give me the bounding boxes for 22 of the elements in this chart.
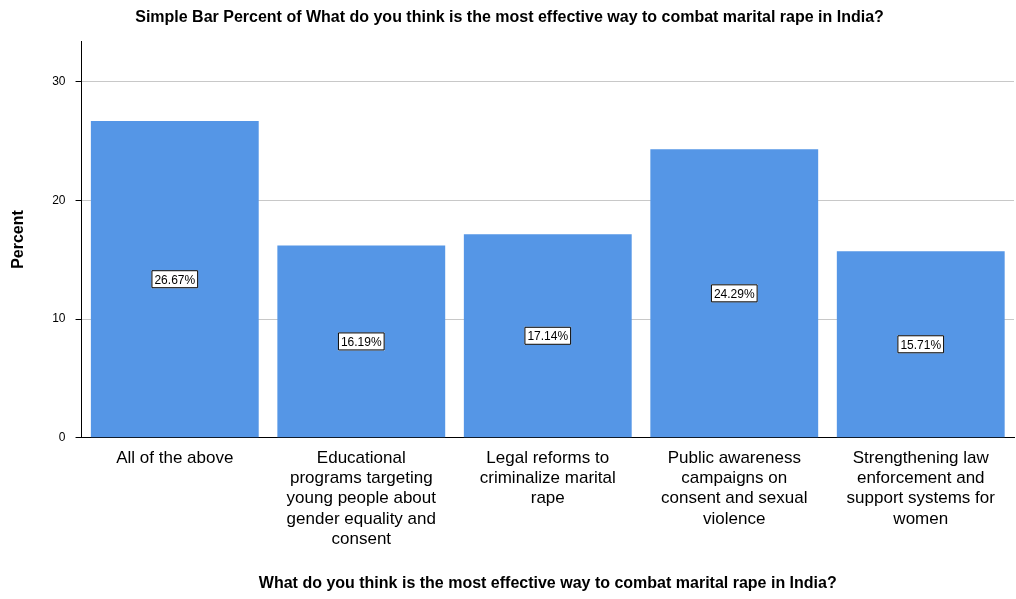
- x-tick-label: Public awareness campaigns on consent and sexual violence: [661, 447, 808, 528]
- x-tick-label: All of the above: [116, 447, 234, 467]
- bar: [277, 245, 446, 438]
- y-tick-label: 30: [52, 73, 66, 88]
- bar: [90, 121, 259, 438]
- x-axis-title: What do you think is the most effective way to combat marital rape in India?: [258, 573, 837, 591]
- y-axis-title: Percent: [9, 209, 27, 269]
- data-label: 16.19%: [340, 334, 382, 349]
- data-label: 24.29%: [713, 286, 755, 301]
- x-tick-label: Educational programs targeting young people about gender equality and consent: [286, 447, 437, 549]
- data-label: 26.67%: [154, 272, 196, 287]
- x-tick-label: Strengthening law enforcement and support systems for women: [846, 447, 996, 528]
- x-tick-label: Legal reforms to criminalize marital rape: [479, 447, 616, 508]
- data-label: 15.71%: [900, 337, 942, 352]
- chart-title: Simple Bar Percent of What do you think is the most effective way to combat marital rape in India?: [135, 8, 884, 26]
- data-label: 17.14%: [527, 329, 569, 344]
- y-tick-label: 10: [52, 311, 66, 326]
- bar: [836, 251, 1005, 438]
- bar: [463, 234, 632, 438]
- bar: [650, 149, 819, 438]
- y-tick-label: 20: [52, 192, 66, 207]
- y-tick-label: 0: [58, 430, 66, 445]
